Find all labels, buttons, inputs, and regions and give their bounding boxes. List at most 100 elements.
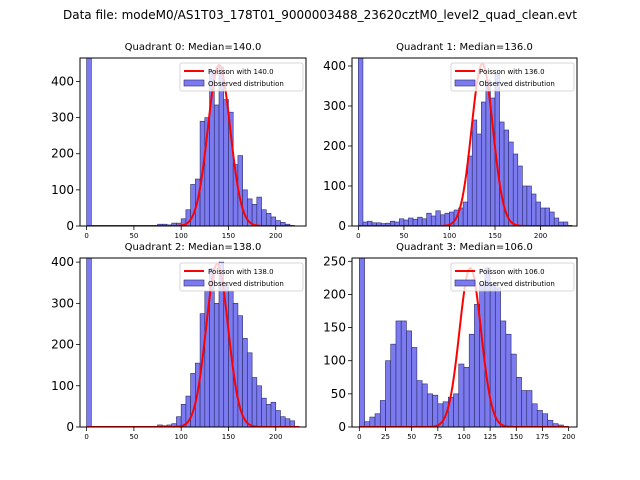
histogram-bar bbox=[471, 119, 478, 226]
subplot-title: Quadrant 2: Median=138.0 bbox=[125, 242, 262, 253]
y-tick-label: 200 bbox=[323, 139, 346, 153]
y-tick-label: 400 bbox=[323, 59, 346, 73]
histogram-bar bbox=[265, 404, 272, 427]
x-tick-label: 150 bbox=[488, 232, 501, 240]
histogram-bar bbox=[256, 385, 262, 427]
histogram-bar bbox=[265, 213, 272, 226]
histogram-bar bbox=[421, 383, 428, 427]
histogram-bar bbox=[284, 418, 291, 427]
x-tick-label: 200 bbox=[562, 433, 575, 441]
histogram-bar bbox=[213, 303, 220, 427]
histogram-bar bbox=[390, 343, 397, 427]
histogram-bar bbox=[553, 217, 560, 226]
histogram-bar bbox=[280, 416, 286, 427]
y-tick-label: 0 bbox=[338, 420, 346, 434]
legend-box bbox=[450, 62, 575, 92]
histogram-bar bbox=[531, 403, 538, 427]
histogram-bar bbox=[242, 338, 248, 427]
histogram-bar bbox=[251, 377, 258, 427]
x-tick-label: 25 bbox=[381, 433, 390, 441]
histogram-bar bbox=[512, 153, 519, 226]
histogram-bar bbox=[369, 416, 376, 427]
y-tick-label: 200 bbox=[51, 147, 74, 161]
histogram-bar bbox=[232, 303, 239, 427]
plot-area bbox=[86, 58, 295, 226]
histogram-bar bbox=[417, 216, 423, 226]
histogram-bar bbox=[412, 218, 418, 226]
histogram-bar bbox=[508, 141, 514, 226]
subplot-title: Quadrant 0: Median=140.0 bbox=[125, 42, 262, 53]
y-tick-label: 300 bbox=[51, 296, 74, 310]
histogram-bar bbox=[256, 196, 262, 226]
histogram-bar bbox=[467, 155, 473, 226]
poisson-curve bbox=[358, 62, 573, 226]
histogram-bar bbox=[190, 373, 196, 427]
histogram-bar bbox=[426, 212, 432, 226]
histogram-bar bbox=[536, 410, 543, 427]
histogram-bar bbox=[540, 207, 546, 226]
legend-label-poisson: Poisson with 106.0 bbox=[479, 268, 545, 276]
histogram-bar bbox=[516, 376, 522, 427]
x-tick-label: 50 bbox=[129, 232, 138, 240]
histogram-bar bbox=[435, 210, 441, 226]
legend-box bbox=[179, 62, 304, 92]
histogram-bar bbox=[458, 363, 465, 427]
histogram-bar bbox=[359, 258, 365, 427]
histogram-bar bbox=[86, 258, 92, 427]
figure-suptitle: Data file: modeM0/AS1T03_178T01_90000034… bbox=[63, 8, 577, 22]
axes-frame bbox=[351, 57, 578, 227]
x-tick-label: 150 bbox=[222, 433, 235, 441]
histogram-bar bbox=[476, 133, 482, 226]
y-tick-label: 250 bbox=[323, 254, 346, 268]
histogram-bar bbox=[421, 218, 427, 226]
histogram-bar bbox=[463, 367, 470, 427]
histogram-bar bbox=[399, 218, 405, 226]
histogram-bar bbox=[522, 185, 528, 226]
histogram-bar bbox=[500, 320, 507, 427]
legend-bar-swatch bbox=[454, 279, 476, 287]
histogram-bar bbox=[499, 121, 505, 226]
legend-label-observed: Observed distribution bbox=[479, 80, 555, 88]
x-tick-label: 50 bbox=[407, 433, 416, 441]
x-tick-label: 0 bbox=[84, 232, 88, 240]
y-tick-label: 0 bbox=[66, 420, 74, 434]
x-tick-label: 200 bbox=[269, 232, 282, 240]
legend-box bbox=[450, 262, 575, 292]
histogram-bar bbox=[411, 347, 418, 427]
histogram-bar bbox=[481, 101, 487, 226]
histogram-bar bbox=[379, 400, 386, 427]
histogram-bar bbox=[468, 333, 475, 427]
y-tick-label: 100 bbox=[323, 354, 346, 368]
subplot-quadrant-0: Quadrant 0: Median=140.0 0 100 200 300 400 0 50… bbox=[51, 42, 307, 240]
plot-area bbox=[358, 58, 573, 226]
histogram-bar bbox=[289, 420, 295, 427]
axes-frame bbox=[79, 57, 307, 227]
y-tick-label: 400 bbox=[51, 74, 74, 88]
legend-bar-swatch bbox=[454, 79, 476, 87]
legend-box bbox=[179, 262, 304, 292]
legend-label-poisson: Poisson with 140.0 bbox=[208, 68, 274, 76]
x-tick-label: 100 bbox=[174, 232, 187, 240]
y-tick-label: 100 bbox=[51, 183, 74, 197]
histogram-bar bbox=[510, 353, 517, 427]
histogram-bar bbox=[261, 209, 267, 226]
histogram-bar bbox=[247, 352, 253, 427]
y-tick-label: 100 bbox=[323, 179, 346, 193]
histogram-bar bbox=[474, 304, 480, 427]
subplot-quadrant-2: Quadrant 2: Median=138.0 0 100 200 300 400 0 50… bbox=[51, 242, 307, 441]
subplot-quadrant-3: Quadrant 3: Median=106.0 0 50 100 150 200 250 0… bbox=[323, 242, 578, 441]
subplot-title: Quadrant 3: Median=106.0 bbox=[396, 242, 533, 253]
y-tick-label: 200 bbox=[323, 287, 346, 301]
histogram-bar bbox=[453, 393, 460, 427]
subplot-title: Quadrant 1: Median=136.0 bbox=[396, 42, 533, 53]
y-tick-label: 150 bbox=[323, 321, 346, 335]
x-tick-label: 150 bbox=[510, 433, 523, 441]
histogram-bar bbox=[270, 401, 277, 427]
histogram-bar bbox=[223, 99, 229, 226]
histogram-bar bbox=[275, 410, 281, 427]
x-tick-label: 200 bbox=[269, 433, 282, 441]
y-tick-label: 50 bbox=[331, 387, 346, 401]
histogram-bar bbox=[251, 204, 258, 226]
histogram-bar bbox=[521, 390, 528, 427]
